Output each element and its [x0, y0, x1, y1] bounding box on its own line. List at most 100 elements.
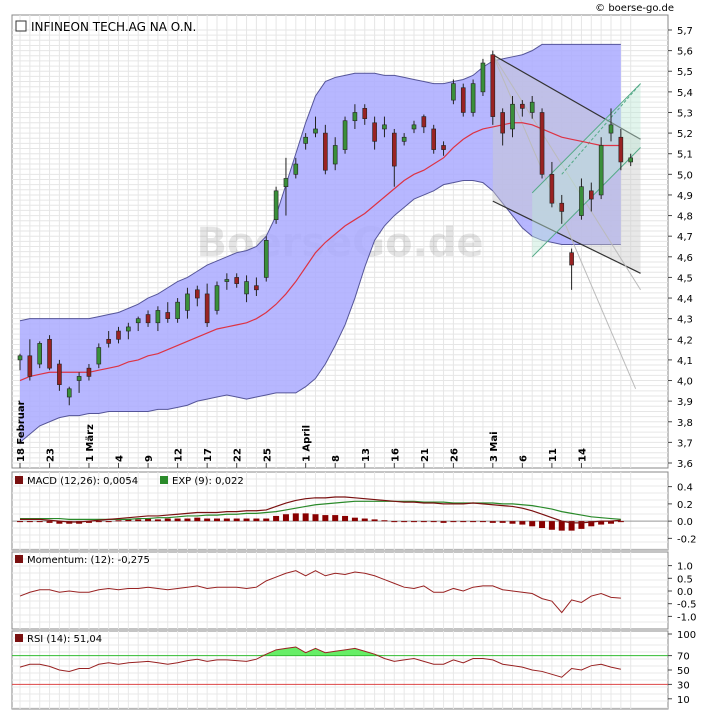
candle-body	[273, 190, 279, 220]
candle-body	[510, 103, 515, 130]
macd-hist-bar	[519, 521, 526, 525]
macd-hist-bar	[509, 521, 516, 524]
rsi-line	[12, 646, 668, 685]
macd-hist-bar	[578, 521, 585, 529]
macd-hist-bar	[164, 518, 171, 522]
candle-body	[165, 312, 171, 319]
macd-hist-bar	[499, 521, 506, 523]
rsi-legend-swatch	[15, 634, 23, 642]
signal-legend-swatch	[160, 476, 168, 484]
price-x-tick-label: 1 April	[302, 425, 313, 462]
macd-hist-bar	[430, 521, 437, 523]
macd-hist-bar	[470, 521, 477, 523]
candle-body	[145, 314, 151, 324]
sub-y-tick-label: 0.4	[677, 483, 693, 494]
macd-hist-bar	[332, 515, 339, 522]
macd-hist-bar	[371, 519, 378, 522]
sub-y-tick-label: 0.5	[677, 574, 693, 585]
candle-body	[214, 285, 220, 311]
candle-body	[588, 190, 594, 200]
price-x-tick-label: 16	[390, 448, 401, 462]
macd-hist-bar	[539, 521, 546, 529]
candle-body	[500, 112, 505, 134]
macd-hist-bar	[46, 521, 53, 523]
price-y-tick-label: 5,5	[677, 67, 693, 78]
candle-body	[116, 330, 121, 340]
macd-hist-bar	[282, 514, 289, 522]
macd-hist-bar	[95, 521, 102, 523]
price-x-tick-label: 6	[518, 455, 529, 462]
price-y-tick-label: 3,7	[677, 438, 693, 449]
macd-hist-bar	[351, 517, 358, 522]
macd-hist-bar	[17, 521, 23, 523]
macd-hist-bar	[233, 518, 240, 522]
candle-body	[470, 83, 476, 113]
macd-hist-bar	[440, 521, 447, 523]
price-x-tick-label: 17	[203, 448, 214, 462]
down-channel-upper	[492, 54, 641, 140]
macd-hist-bar	[85, 521, 92, 523]
candle-body	[401, 136, 407, 142]
momentum-panel: 1.00.5 0.0 -0.5-1.0 Momentum: (12): -0,275	[11, 551, 697, 630]
candle-body	[342, 120, 348, 150]
band-upper-line	[19, 43, 621, 322]
price-y-tick-label: 4,7	[677, 232, 693, 243]
price-x-axis: 18 Februar 23 1 März 4 9 12 17 22 25 1 April 8 13 16…	[16, 400, 588, 468]
macd-label: MACD (12,26): 0,0054	[27, 476, 138, 487]
macd-hist-bar	[263, 518, 270, 522]
price-x-tick-label: 11	[548, 448, 559, 462]
macd-hist-bar	[568, 521, 575, 531]
price-panel: BoerseGo.de 3,63,73,83,94,04,14,24,34,44…	[11, 14, 693, 470]
macd-hist-bar	[253, 518, 260, 522]
price-y-tick-label: 4,0	[677, 377, 693, 388]
down-channel-lower	[492, 200, 641, 274]
macd-hist-bar	[135, 519, 142, 522]
trend-channels	[492, 54, 641, 389]
moving-average	[19, 122, 621, 382]
fan-line-2	[492, 54, 641, 291]
macd-panel: 0.4 0.2 0.0 -0.2 MACD (12,26): 0,0054 EXP (…	[11, 471, 697, 551]
price-x-tick-label: 3 Mai	[489, 431, 500, 462]
candle-body	[244, 281, 249, 295]
sub-y-tick-label: 1.0	[677, 562, 693, 573]
candle-body	[460, 87, 466, 113]
sub-y-tick-label: -1.0	[677, 612, 697, 623]
candle-body	[27, 355, 33, 377]
price-x-tick-label: 25	[262, 448, 273, 462]
sub-y-tick-label: 0.2	[677, 500, 693, 511]
candle-body	[490, 54, 496, 117]
candle-body	[175, 301, 180, 319]
candle-body	[529, 101, 535, 113]
price-y-tick-label: 4,6	[677, 253, 693, 264]
macd-hist-bar	[115, 520, 122, 522]
macd-hist-bar	[411, 521, 417, 523]
rsi-grid	[12, 631, 668, 709]
candle-body	[263, 240, 269, 278]
sub-y-tick-label: -0.2	[677, 534, 697, 545]
macd-hist-bar	[617, 521, 624, 523]
price-y-tick-label: 4,8	[677, 212, 693, 223]
price-x-tick-label: 1 März	[85, 424, 96, 462]
price-y-tick-label: 3,8	[677, 418, 693, 429]
candle-body	[185, 293, 190, 311]
sub-y-tick-label: -0.5	[677, 600, 697, 611]
candle-body	[520, 103, 525, 109]
macd-hist-bar	[322, 515, 329, 522]
candle-body	[618, 136, 624, 163]
candle-body	[391, 132, 397, 167]
price-x-tick-label: 26	[449, 448, 460, 462]
candle-body	[47, 338, 52, 369]
price-y-tick-label: 4,3	[677, 315, 693, 326]
source-label: © boerse-go.de	[595, 3, 674, 14]
candle-body	[204, 293, 210, 324]
up-channel-lower	[531, 147, 641, 258]
price-y-tick-label: 4,9	[677, 191, 693, 202]
macd-hist-bar	[204, 518, 211, 522]
candle-body	[86, 367, 92, 377]
candle-body	[549, 174, 555, 204]
candle-body	[17, 355, 23, 361]
sub-y-tick-label: 0.0	[677, 587, 693, 598]
candle-body	[195, 289, 200, 299]
macd-hist-bar	[479, 521, 486, 523]
price-y-tick-label: 5,3	[677, 108, 693, 119]
